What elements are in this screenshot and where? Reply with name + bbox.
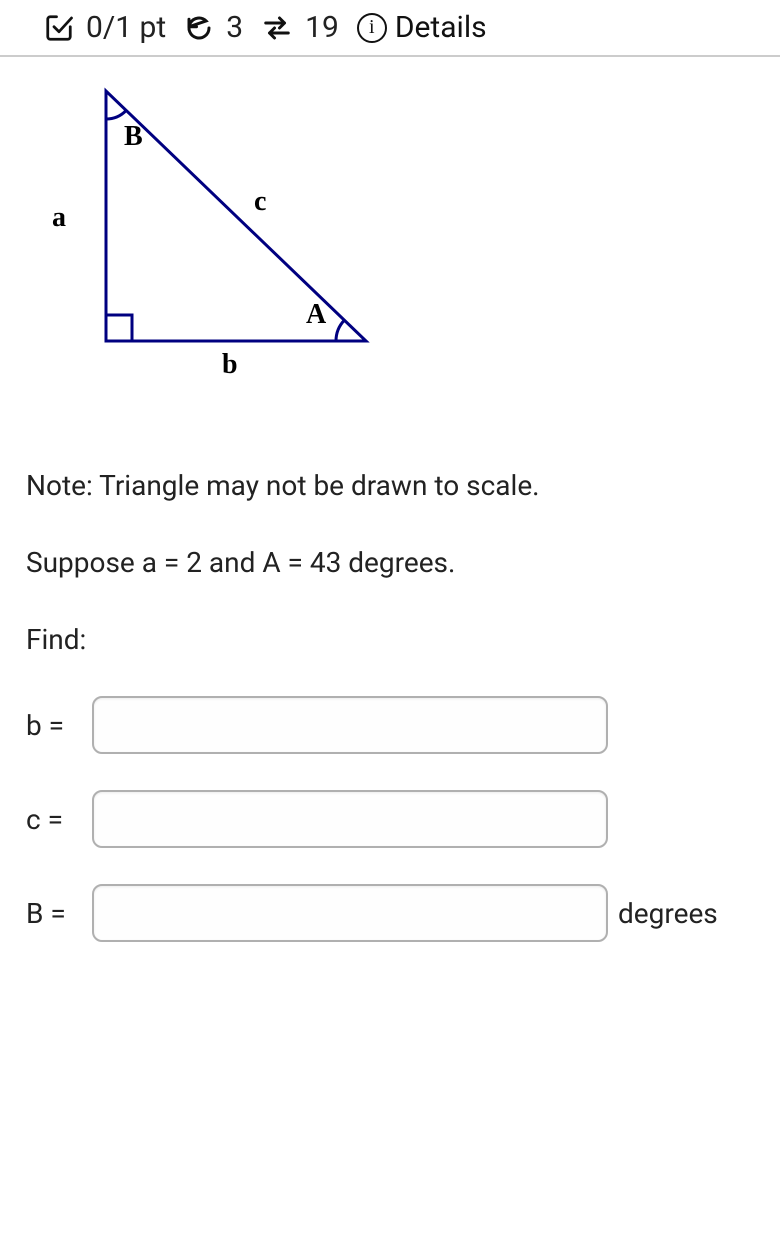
retry-icon [184, 13, 214, 43]
note-text: Note: Triangle may not be drawn to scale… [26, 469, 754, 502]
points-value: 0/1 pt [86, 10, 166, 45]
suppose-text: Suppose a = 2 and A = 43 degrees. [26, 546, 754, 579]
swap-icon [261, 13, 293, 43]
input-c[interactable] [92, 790, 608, 848]
label-c: c = [26, 803, 92, 836]
label-b: b = [26, 709, 92, 742]
details-button[interactable]: i Details [357, 10, 487, 45]
details-label: Details [395, 10, 487, 45]
question-content: B c a A b Note: Triangle may not be draw… [0, 57, 780, 942]
input-B[interactable] [92, 884, 608, 942]
retries-value: 3 [226, 10, 243, 45]
field-row-c: c = [26, 790, 754, 848]
attempts-value: 19 [305, 10, 339, 45]
field-row-B: B = degrees [26, 884, 754, 942]
find-text: Find: [26, 623, 754, 656]
unit-B: degrees [618, 897, 718, 930]
checkbox-icon [44, 13, 74, 43]
side-a-label: a [52, 202, 66, 234]
info-icon: i [357, 13, 387, 43]
field-row-b: b = [26, 696, 754, 754]
vertex-B-label: B [124, 121, 143, 153]
side-c-label: c [254, 186, 266, 218]
input-b[interactable] [92, 696, 608, 754]
triangle-figure: B c a A b [26, 81, 394, 409]
question-header: 0/1 pt 3 19 i Details [0, 0, 780, 57]
side-b-label: b [222, 349, 238, 381]
label-B: B = [26, 897, 92, 930]
vertex-A-label: A [306, 299, 326, 331]
